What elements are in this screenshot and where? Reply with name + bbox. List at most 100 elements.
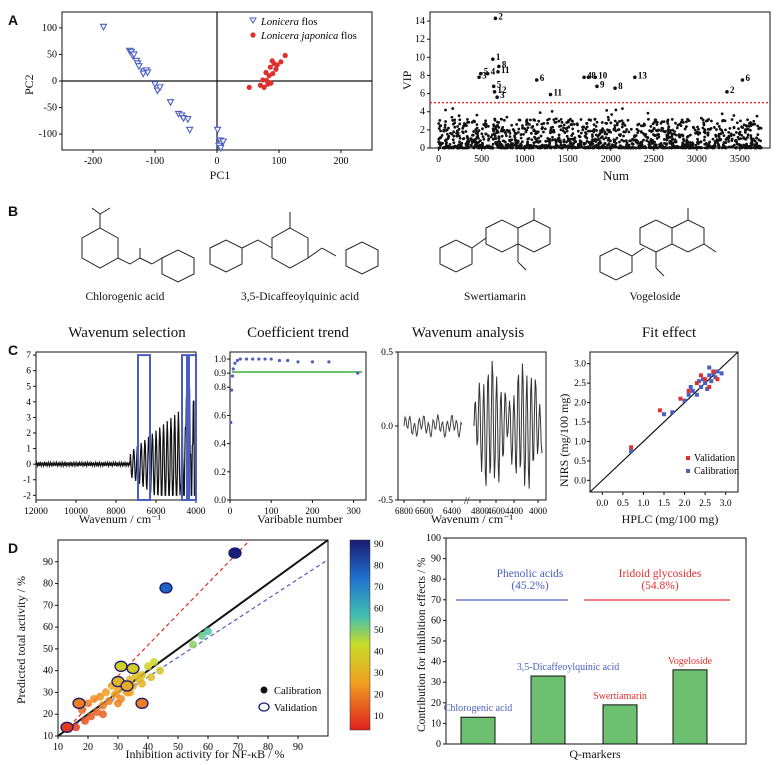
d1-xtick-label: 60	[203, 742, 213, 753]
d1-point-calibration	[93, 708, 101, 717]
vip-point	[665, 135, 669, 139]
vip-point	[581, 128, 585, 132]
vip-point	[559, 143, 563, 147]
pca-point-lonicera	[216, 144, 225, 153]
vip-point	[452, 141, 456, 145]
vip-point	[647, 140, 651, 144]
vip-point	[697, 127, 700, 131]
vip-point	[728, 126, 732, 130]
vip-point	[666, 118, 670, 122]
d2-group-phenolic-pct: (45.2%)	[511, 580, 549, 592]
d2-ytick-label: 40	[431, 657, 441, 668]
vip-point	[465, 135, 469, 138]
vip-point	[670, 132, 674, 136]
vip-point	[670, 118, 674, 121]
vip-point	[570, 137, 574, 141]
panel-letter-b: B	[8, 203, 19, 219]
vip-point-label: 4	[491, 67, 496, 77]
c4-point-calibration	[703, 381, 708, 386]
d1-legend-marker-calibration	[260, 686, 268, 694]
vip-point	[486, 124, 490, 128]
vip-point	[624, 139, 628, 143]
vip-point	[753, 143, 756, 147]
vip-point	[746, 124, 749, 128]
vip-point	[502, 118, 506, 122]
vip-point	[513, 136, 517, 140]
vip-point	[696, 125, 699, 129]
vip-point	[566, 120, 570, 124]
vip-point	[585, 122, 588, 125]
vip-point	[677, 135, 681, 138]
vip-point	[546, 137, 550, 140]
d1-ytick-label: 20	[43, 709, 53, 720]
d1-point-validation	[72, 697, 86, 709]
colorbar-tick-label: 90	[374, 540, 384, 550]
vip-xtick-label: 2500	[644, 154, 664, 165]
vip-point	[620, 125, 624, 129]
vip-point	[562, 126, 565, 130]
vip-point	[598, 131, 602, 135]
c2-dot	[263, 357, 267, 361]
c1-xtick-label: 4000	[187, 507, 206, 517]
vip-point	[481, 135, 485, 139]
vip-point	[666, 130, 670, 134]
pca-point-japonica	[269, 58, 275, 64]
vip-point	[712, 146, 716, 150]
vip-point	[681, 143, 684, 146]
d1-ytick-label: 40	[43, 666, 53, 677]
vip-point	[742, 123, 746, 127]
c3-xtick-label: 4800	[471, 506, 490, 516]
d1-point-calibration	[144, 662, 152, 671]
c2-dot	[269, 357, 273, 361]
vip-point	[444, 120, 447, 123]
d1-point-calibration	[114, 699, 122, 708]
vip-point	[710, 119, 713, 123]
vip-point	[553, 146, 557, 150]
c4-point-calibration	[682, 398, 687, 403]
vip-point	[627, 130, 631, 134]
vip-point	[669, 142, 672, 145]
vip-point	[456, 146, 460, 150]
vip-point	[727, 139, 731, 143]
c1-x-label: Wavenum / cm⁻¹	[78, 512, 162, 526]
vip-point	[494, 127, 498, 131]
vip-point	[671, 137, 675, 141]
pca-point-lonicera	[166, 99, 175, 107]
vip-point	[596, 146, 600, 150]
vip-point	[666, 122, 670, 125]
vip-point	[575, 122, 579, 126]
vip-point	[703, 135, 707, 139]
vip-point	[747, 122, 751, 125]
vip-point	[622, 134, 625, 138]
pca-point-lonicera	[185, 126, 194, 134]
vip-ytick-label: 0	[420, 143, 425, 154]
vip-point	[720, 112, 724, 116]
vip-point	[557, 119, 561, 123]
c4-point-calibration	[688, 385, 693, 389]
d2-bar-label: Swertiamarin	[593, 691, 647, 702]
vip-point	[552, 118, 556, 122]
vip-point	[568, 137, 572, 141]
vip-point	[557, 133, 561, 137]
vip-point	[483, 123, 487, 127]
vip-point	[466, 117, 469, 121]
vip-point	[502, 146, 506, 150]
vip-point-label: 5	[484, 67, 489, 77]
vip-point	[732, 114, 736, 117]
d1-ytick-label: 50	[43, 644, 53, 655]
vip-point	[756, 133, 760, 136]
vip-point	[471, 133, 475, 137]
pca-chart: -200 -100 0 100 200 100 50 0 -50 -100 Lonicera fl…	[39, 11, 373, 167]
vip-point	[733, 139, 737, 143]
c4-point-calibration	[699, 385, 703, 389]
d1-ytick-label: 90	[43, 557, 53, 568]
vip-point	[583, 146, 587, 150]
vip-point	[675, 146, 679, 150]
vip-point	[445, 132, 449, 136]
vip-point	[502, 139, 506, 143]
c2-xtick-label: 0	[228, 507, 233, 517]
vip-ytick-label: 12	[415, 34, 425, 45]
vip-point	[475, 113, 479, 117]
vip-point	[520, 140, 524, 144]
vip-labeled-point	[493, 16, 498, 21]
